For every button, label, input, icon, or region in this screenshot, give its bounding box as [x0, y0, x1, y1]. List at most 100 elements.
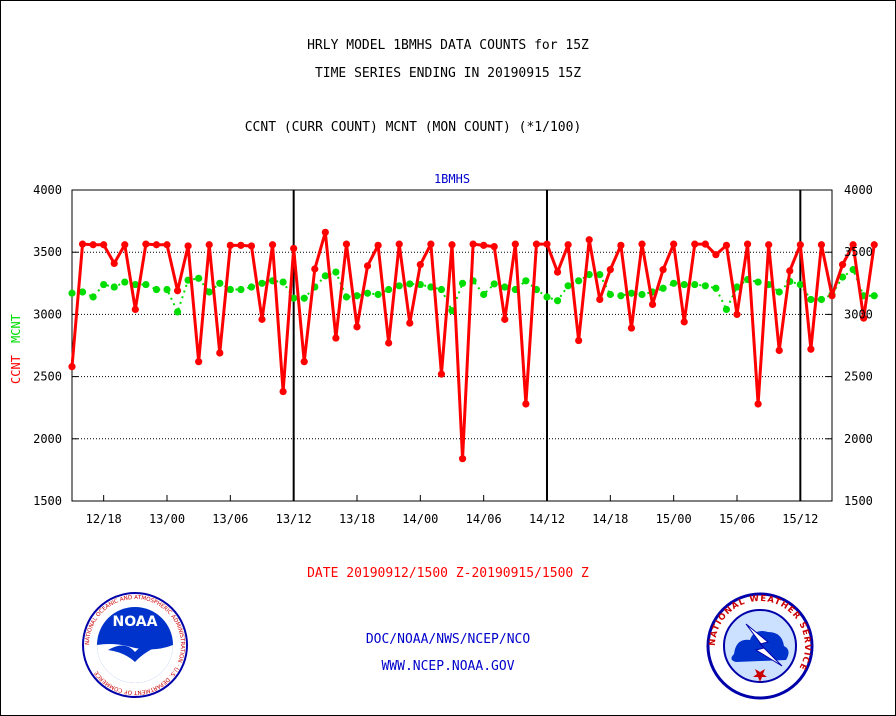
data-point-mcnt [247, 283, 256, 291]
data-point-ccnt [184, 242, 192, 250]
xtick-label: 13/12 [276, 512, 312, 526]
series-layer [68, 228, 878, 463]
data-point-mcnt [142, 280, 150, 289]
data-point-mcnt [258, 279, 266, 287]
data-point-mcnt [501, 283, 509, 291]
data-point-ccnt [849, 241, 857, 249]
ytick-label-right: 3500 [844, 245, 873, 259]
data-point-mcnt [342, 293, 351, 301]
data-point-mcnt [163, 285, 171, 294]
data-point-ccnt [89, 241, 97, 249]
xtick-label: 14/00 [402, 512, 438, 526]
data-point-mcnt [817, 295, 826, 304]
data-point-mcnt [374, 290, 382, 299]
data-point-ccnt [321, 228, 329, 236]
data-point-ccnt [353, 323, 361, 331]
data-point-ccnt [480, 241, 488, 249]
data-point-ccnt [68, 363, 76, 371]
ylabel-mcnt: MCNT [9, 314, 23, 343]
data-point-ccnt [363, 262, 372, 270]
data-point-ccnt [680, 318, 688, 326]
data-point-ccnt [532, 240, 541, 248]
ytick-label-left: 2500 [33, 370, 62, 384]
data-point-mcnt [722, 305, 731, 314]
data-point-ccnt [385, 339, 393, 347]
data-point-mcnt [290, 294, 298, 302]
data-point-ccnt [786, 267, 794, 275]
ytick-label-left: 3000 [33, 307, 62, 321]
ytick-label-right: 2000 [844, 432, 873, 446]
data-point-mcnt [838, 273, 847, 281]
data-point-ccnt [173, 287, 182, 295]
org-label: DOC/NOAA/NWS/NCEP/NCO [365, 632, 531, 647]
data-point-ccnt [670, 240, 678, 248]
header-title-line3: CCNT (CURR COUNT) MCNT (MON COUNT) (*1/1… [244, 120, 582, 135]
data-point-ccnt [152, 241, 161, 249]
data-point-ccnt [469, 240, 477, 248]
ylabel-ccnt: CCNT [9, 355, 23, 384]
data-point-mcnt [195, 274, 203, 282]
data-point-mcnt [110, 283, 118, 291]
data-point-mcnt [205, 288, 213, 296]
data-point-mcnt [870, 292, 878, 300]
nws-logo: NATIONAL WEATHER SERVICE [706, 592, 814, 700]
data-point-mcnt [279, 278, 287, 286]
data-point-ccnt [311, 265, 319, 273]
data-point-ccnt [870, 241, 878, 249]
data-point-ccnt [596, 295, 604, 304]
data-point-mcnt [606, 290, 614, 299]
plot-border [71, 189, 833, 502]
data-point-mcnt [458, 279, 467, 287]
data-point-mcnt [385, 285, 393, 294]
data-point-ccnt [332, 334, 340, 342]
data-point-mcnt [321, 272, 329, 280]
data-point-mcnt [226, 285, 234, 294]
xtick-label: 15/00 [656, 512, 692, 526]
data-point-mcnt [754, 278, 762, 286]
xtick-label: 12/18 [86, 512, 122, 526]
data-point-ccnt [121, 241, 129, 249]
chart-grid [72, 190, 832, 501]
data-point-ccnt [838, 261, 847, 269]
data-point-ccnt [722, 241, 731, 249]
data-point-ccnt [754, 400, 762, 408]
data-point-mcnt [807, 295, 815, 304]
data-point-ccnt [553, 268, 562, 276]
data-point-ccnt [226, 241, 234, 249]
data-point-ccnt [743, 240, 752, 248]
data-point-mcnt [173, 308, 182, 316]
data-point-ccnt [691, 240, 699, 248]
xtick-label: 13/18 [339, 512, 375, 526]
data-point-mcnt [216, 279, 224, 287]
data-point-ccnt [205, 241, 213, 249]
data-point-mcnt [152, 285, 161, 294]
data-point-ccnt [511, 240, 519, 248]
data-point-mcnt [553, 297, 562, 305]
data-point-mcnt [522, 277, 530, 285]
noaa-logo: NOAA NATIONAL OCEANIC AND ATMOSPHERIC AD… [82, 592, 188, 698]
data-point-ccnt [268, 241, 277, 249]
data-point-ccnt [775, 346, 783, 355]
ytick-label-right: 4000 [844, 183, 873, 197]
data-point-mcnt [300, 294, 308, 302]
data-point-ccnt [807, 345, 815, 353]
data-point-mcnt [78, 288, 87, 296]
data-point-mcnt [100, 280, 108, 289]
data-point-mcnt [131, 280, 139, 289]
data-point-ccnt [163, 241, 171, 249]
data-point-mcnt [564, 282, 572, 290]
data-point-mcnt [237, 285, 245, 294]
ytick-label-right: 3000 [844, 307, 873, 321]
data-point-ccnt [828, 292, 836, 300]
data-point-mcnt [638, 290, 646, 299]
series-line-ccnt [70, 230, 876, 461]
data-point-ccnt [247, 242, 256, 250]
data-point-ccnt [78, 240, 87, 248]
data-point-ccnt [437, 370, 446, 378]
data-point-ccnt [617, 241, 625, 249]
data-point-ccnt [342, 240, 351, 248]
ytick-label-right: 1500 [844, 494, 873, 508]
ytick-label-right: 2500 [844, 370, 873, 384]
data-point-ccnt [585, 236, 593, 244]
